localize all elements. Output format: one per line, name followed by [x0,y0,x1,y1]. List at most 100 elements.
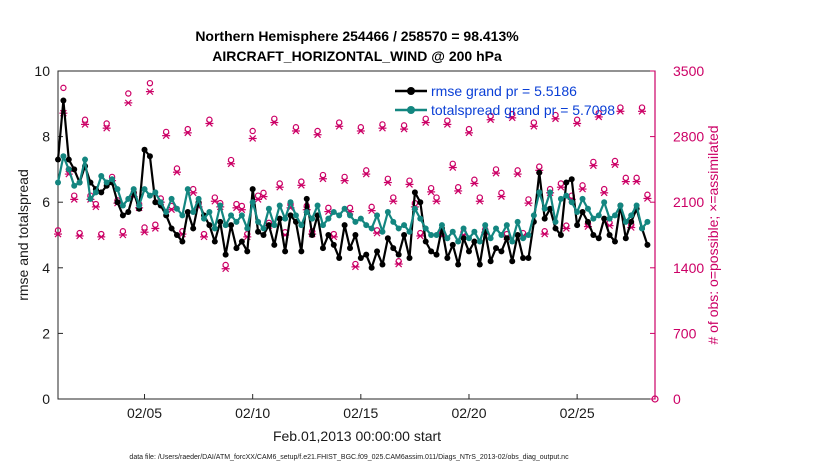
totalspread-point [433,232,440,238]
totalspread-point [87,195,94,202]
totalspread-point [190,209,197,216]
chart-title: Northern Hemisphere 254466 / 258570 = 98… [195,28,519,44]
totalspread-point [514,218,521,225]
totalspread-point [130,186,137,193]
obs-assimilated-marker [362,170,371,178]
totalspread-point [498,232,505,238]
obs-assimilated-marker [540,230,549,238]
totalspread-point [206,209,213,216]
right-tick-label: 1400 [673,260,704,276]
obs-assimilated-marker [589,162,598,170]
totalspread-point [125,195,132,202]
obs-assimilated-marker [524,199,533,207]
obs-assimilated-marker [248,135,257,142]
rmse-point [60,97,67,104]
rmse-point [401,232,408,238]
obs-assimilated-marker [616,107,625,115]
rmse-point [238,238,245,245]
obs-assimilated-marker [464,129,473,137]
totalspread-point [428,232,435,238]
totalspread-point [611,212,618,219]
legend-spread-label: totalspread grand pr = 5.7098 [431,102,615,118]
totalspread-point [136,202,143,209]
rmse-point [98,189,105,196]
totalspread-point [493,225,500,232]
obs-possible-marker [363,167,370,174]
obs-assimilated-marker [373,229,382,237]
obs-possible-marker [319,171,327,179]
totalspread-point [357,215,364,222]
totalspread-point [163,209,170,216]
obs-possible-marker [573,116,581,123]
obs-possible-marker [254,192,262,199]
obs-possible-marker [222,261,229,269]
obs-possible-marker [233,200,240,208]
totalspread-point [271,222,278,229]
rmse-point [233,245,240,252]
obs-possible-marker [335,119,343,126]
legend-rmse-marker [407,87,415,95]
rmse-point [601,215,608,222]
right-tick-label: 3500 [673,63,704,79]
obs-assimilated-marker [91,203,100,211]
rmse-point [379,261,386,268]
totalspread-point [633,202,640,209]
totalspread-point [76,179,83,186]
totalspread-point [201,215,208,222]
totalspread-point [152,189,159,196]
obs-assimilated-marker [610,161,619,169]
totalspread-point [460,225,467,232]
obs-assimilated-marker [81,120,90,128]
left-tick-label: 8 [42,129,50,145]
totalspread-point [471,228,478,235]
rmse-point [357,254,364,261]
rmse-point [563,179,570,186]
obs-assimilated-marker [145,88,154,96]
totalspread-point [482,222,489,229]
totalspread-point [265,205,272,212]
obs-possible-marker [271,115,278,122]
totalspread-point [255,218,262,225]
rmse-point [509,258,516,265]
obs-possible-marker [427,184,435,192]
rmse-point [228,222,235,229]
rmse-point [455,261,462,268]
obs-assimilated-marker [210,197,219,205]
rmse-point [265,222,272,229]
obs-assimilated-marker [389,197,398,205]
totalspread-point [487,235,494,242]
totalspread-point [233,218,240,225]
rmse-point [498,248,505,255]
totalspread-point [168,195,175,202]
obs-possible-marker [600,185,608,193]
obs-assimilated-marker [405,180,414,188]
obs-possible-marker [384,175,392,182]
totalspread-point [319,222,326,229]
obs-assimilated-marker [340,177,349,185]
totalspread-point [244,225,251,232]
totalspread-point [211,225,218,232]
obs-assimilated-marker [400,125,409,133]
totalspread-point [547,189,554,196]
obs-assimilated-marker [291,127,300,135]
rmse-point [428,248,435,255]
rmse-point [417,199,424,206]
x-tick-label: 02/15 [343,405,378,421]
obs-possible-marker [211,194,219,201]
totalspread-point [568,199,575,206]
obs-possible-marker [444,117,451,124]
left-tick-label: 6 [42,194,50,210]
obs-assimilated-marker [97,233,106,241]
rmse-point [206,222,213,229]
obs-assimilated-marker [427,188,436,196]
rmse-point [579,209,586,216]
obs-possible-marker [422,115,429,122]
rmse-point [384,235,391,242]
totalspread-point [628,212,635,219]
data-file-footer: data file: /Users/raeder/DAI/ATM_forcXX/… [129,454,569,461]
obs-possible-marker [476,194,483,201]
rmse-point [476,261,483,268]
rmse-point [547,205,554,212]
obs-assimilated-marker [351,263,360,271]
obs-assimilated-marker [151,225,160,232]
